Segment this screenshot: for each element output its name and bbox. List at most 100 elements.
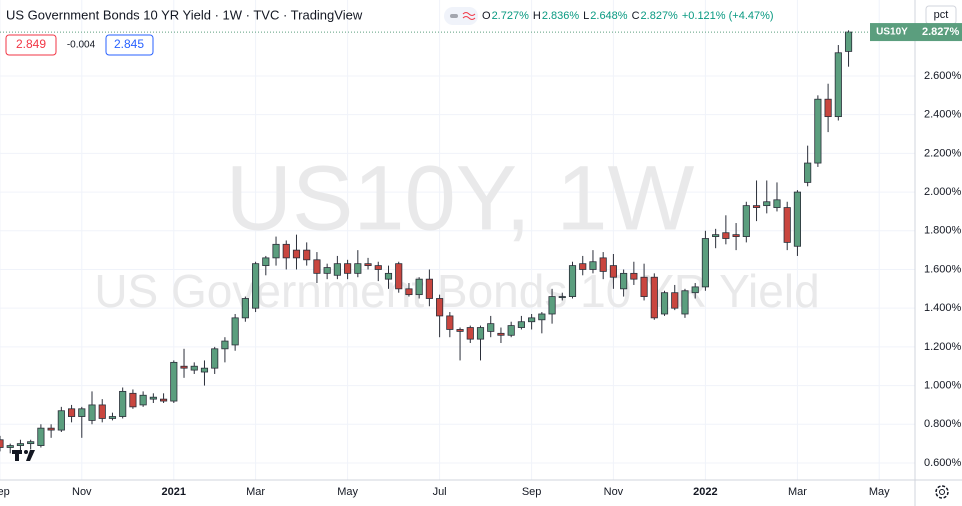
- candle-body: [630, 272, 638, 280]
- candle-body: [108, 416, 117, 419]
- x-tick-label: Mar: [788, 486, 807, 498]
- ohlc-legend: O 2.727% H 2.836% L 2.648% C 2.827% +0.121% (+4.…: [482, 10, 774, 22]
- y-tick-label: 1.200%: [924, 341, 962, 353]
- candle-body: [170, 361, 178, 402]
- watermark-symbol: US10Y, 1W: [226, 147, 695, 249]
- y-tick-label: 1.600%: [924, 263, 962, 275]
- candle-body: [436, 298, 444, 317]
- candle-body: [16, 443, 25, 446]
- x-tick-label: Mar: [246, 486, 265, 498]
- candle-body: [313, 259, 321, 274]
- x-tick-label: Nov: [72, 486, 92, 498]
- candle-body: [88, 404, 96, 421]
- candle-body: [538, 313, 546, 321]
- symbol-label: US10Y: [876, 27, 908, 38]
- candle-body: [374, 265, 382, 270]
- candle-body: [814, 98, 822, 164]
- candle-body: [752, 205, 761, 208]
- candle-body: [139, 394, 147, 406]
- candle-body: [497, 332, 505, 336]
- bid-box: [5, 34, 57, 56]
- candle-body: [200, 367, 209, 373]
- candle-body: [681, 290, 689, 315]
- candle-body: [558, 296, 566, 298]
- candle-body: [701, 238, 709, 288]
- candle-body: [149, 396, 157, 400]
- candle-body: [579, 263, 587, 270]
- candle-body: [160, 398, 168, 402]
- y-tick-label: 1.400%: [924, 302, 962, 314]
- candle-body: [47, 427, 55, 431]
- candle-body: [344, 263, 352, 274]
- candle-body: [599, 257, 607, 272]
- candle-body: [272, 243, 280, 259]
- candle-body: [0, 439, 4, 448]
- candle-body: [395, 263, 403, 290]
- candle-body: [773, 199, 781, 208]
- candle-body: [6, 445, 14, 448]
- x-tick-label: 2021: [162, 486, 186, 498]
- spread: -0.004: [67, 40, 96, 51]
- candle-body: [221, 340, 229, 350]
- candle-body: [211, 348, 219, 369]
- candle-body: [640, 276, 648, 297]
- candle-body: [37, 427, 45, 446]
- ohlc-change: +0.121% (+4.47%): [682, 10, 774, 22]
- candle-body: [476, 327, 485, 340]
- y-tick-label: 1.800%: [924, 225, 962, 237]
- candle-body: [57, 410, 65, 431]
- ohlc-key: O: [482, 10, 491, 22]
- x-tick-label: 2022: [693, 486, 717, 498]
- candle-body: [487, 323, 495, 332]
- candle-body: [405, 288, 413, 296]
- candle-body: [804, 162, 812, 183]
- y-tick-label: 0.600%: [924, 457, 962, 469]
- candle-body: [568, 265, 577, 297]
- y-tick-label: 2.400%: [924, 109, 962, 121]
- candle-body: [650, 276, 658, 319]
- candle-body: [589, 261, 597, 270]
- candle-body: [27, 441, 35, 445]
- candle-body: [333, 263, 341, 276]
- y-tick-label: 2.000%: [924, 186, 962, 198]
- y-tick-label: 0.800%: [924, 418, 962, 430]
- x-tick-label: May: [869, 486, 890, 498]
- candle-body: [763, 201, 771, 207]
- y-tick-label: 2.600%: [924, 70, 962, 82]
- candle-body: [844, 31, 853, 52]
- price-label: 2.827%: [922, 26, 960, 38]
- ohlc-value: 2.827%: [641, 10, 679, 22]
- ohlc-value: 2.648%: [590, 10, 628, 22]
- settings-button[interactable]: [935, 485, 949, 499]
- bid: 2.849: [16, 37, 46, 51]
- candle-body: [354, 263, 362, 274]
- candle-body: [691, 286, 699, 294]
- candle-body: [98, 404, 106, 419]
- chart-title: US Government Bonds 10 YR Yield · 1W · T…: [6, 7, 363, 22]
- candle-body: [834, 52, 842, 118]
- candle-body: [262, 257, 270, 267]
- candle-body: [384, 272, 393, 280]
- candle-body: [671, 292, 679, 309]
- candle-body: [456, 329, 464, 332]
- candle-body: [241, 298, 249, 319]
- candle-body: [78, 408, 86, 417]
- ask-box: [105, 34, 154, 56]
- candle-body: [425, 278, 433, 299]
- candle-body: [180, 365, 188, 369]
- candle-body: [446, 315, 454, 330]
- candle-body: [282, 243, 290, 259]
- status-pill: [444, 7, 478, 25]
- ohlc-key: H: [533, 10, 541, 22]
- symbol-tag: [870, 23, 915, 42]
- axis-unit: pct: [934, 9, 949, 21]
- x-tick-label: Nov: [604, 486, 624, 498]
- watermark-name: US Government Bonds 10 YR Yield: [94, 265, 819, 317]
- candle-body: [548, 296, 556, 315]
- y-tick-label: 1.000%: [924, 379, 962, 391]
- ask: 2.845: [114, 37, 144, 51]
- ohlc-key: C: [632, 10, 640, 22]
- candle-body: [507, 325, 515, 336]
